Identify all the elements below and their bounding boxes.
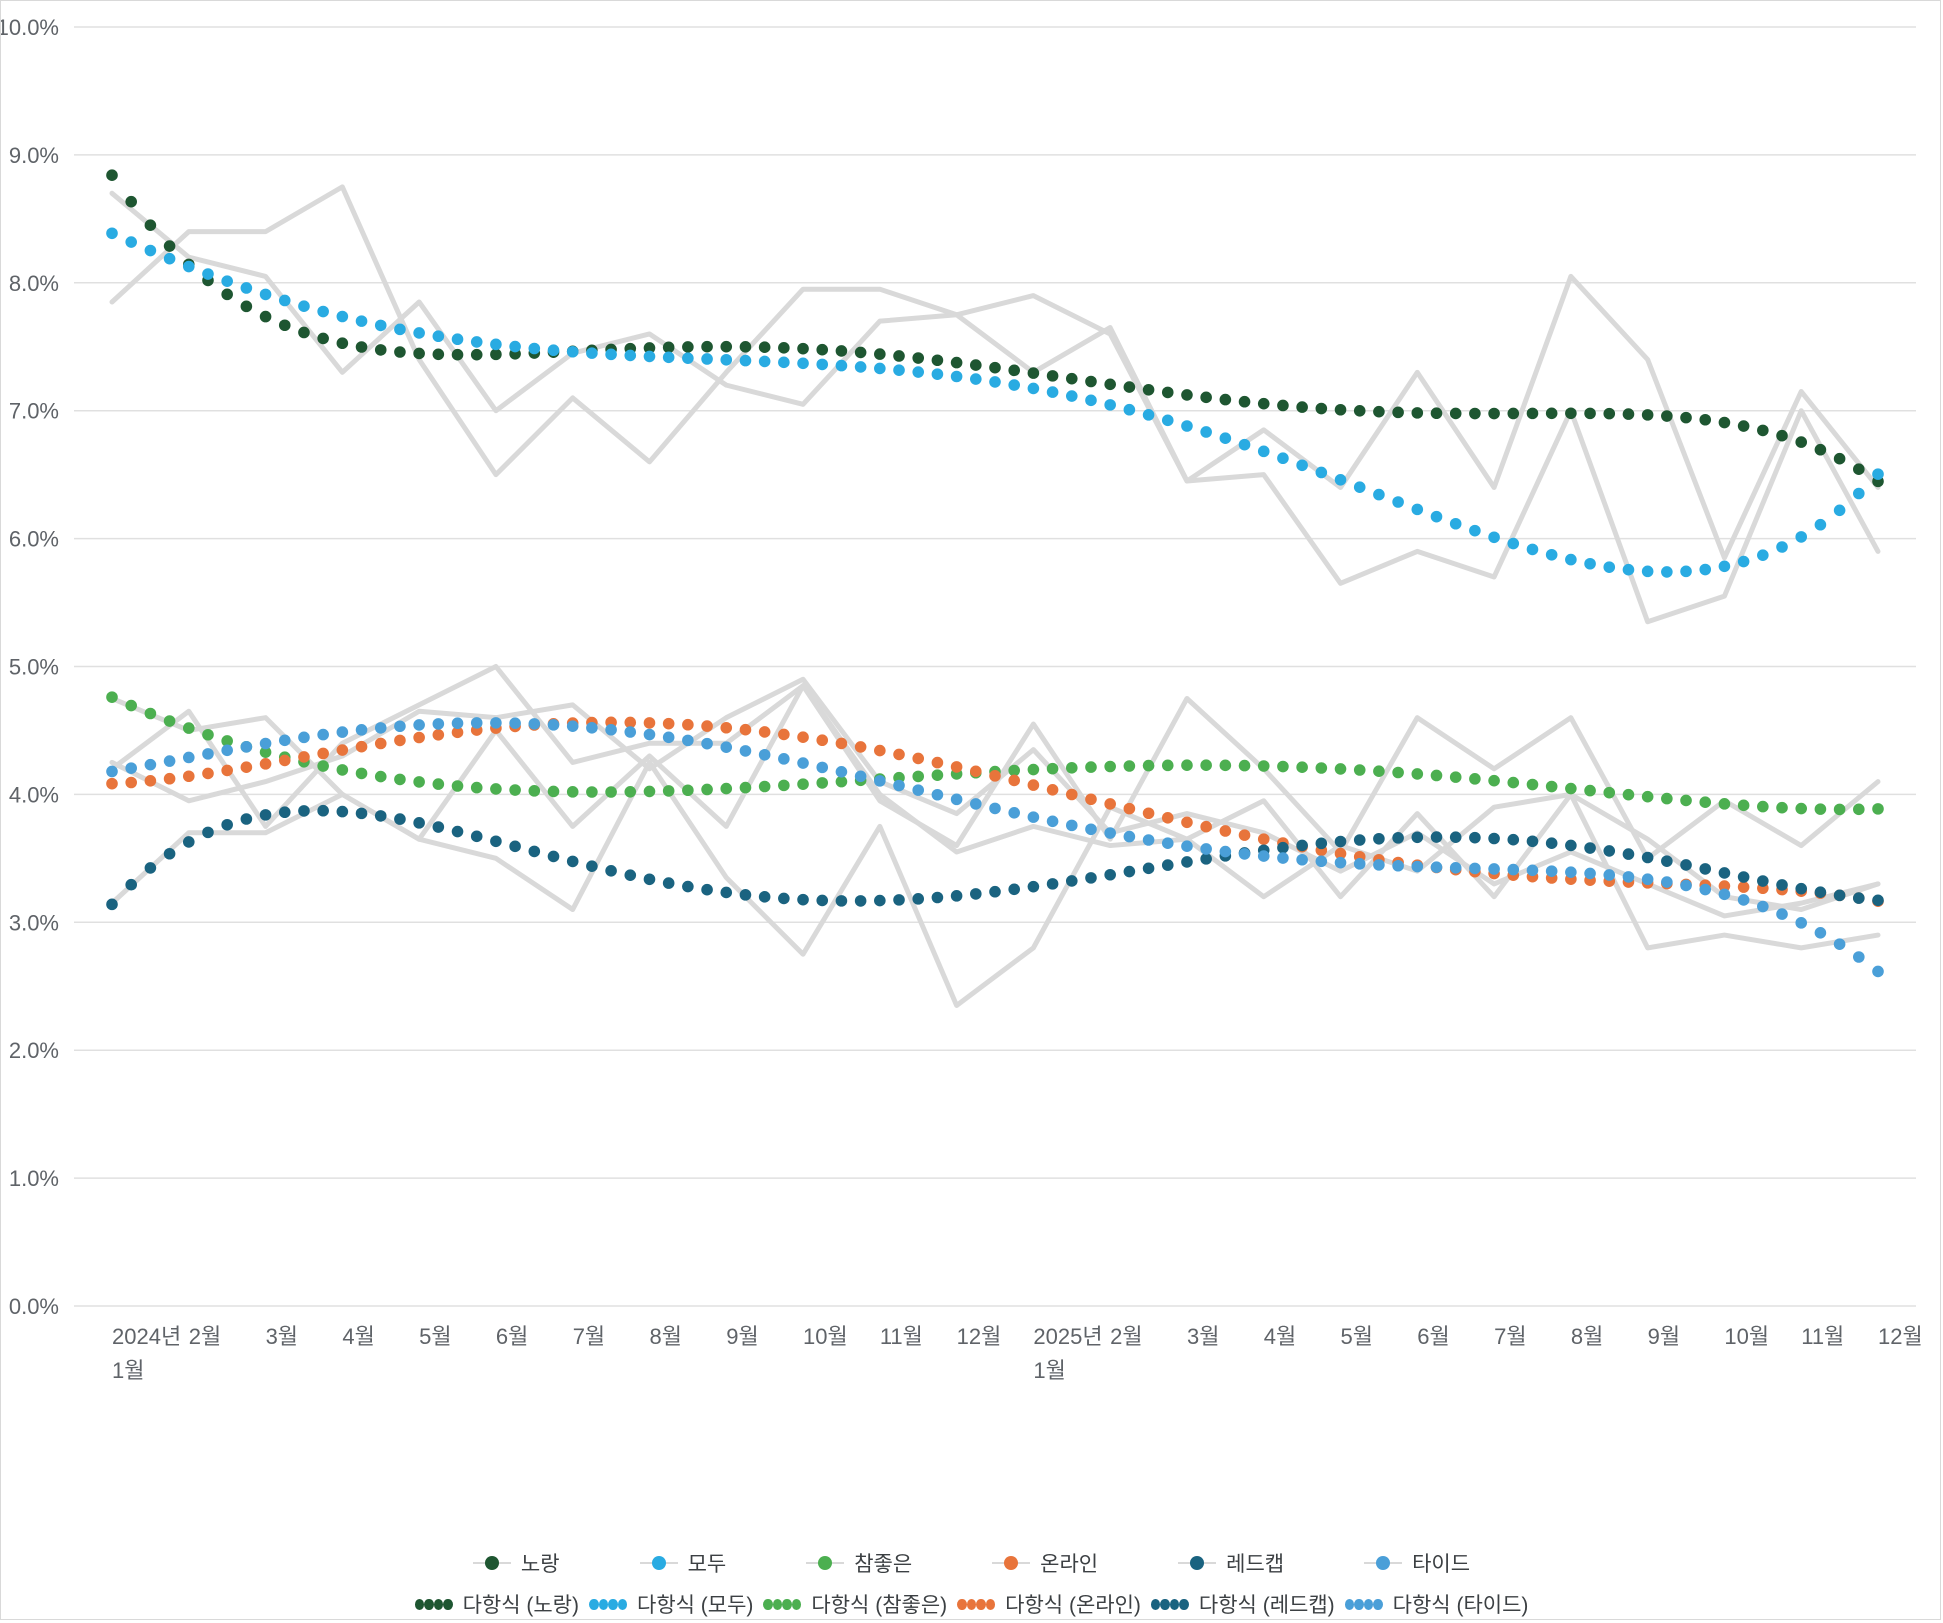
svg-text:4월: 4월 <box>1264 1324 1296 1349</box>
svg-text:2월: 2월 <box>1110 1324 1142 1349</box>
svg-text:5.0%: 5.0% <box>9 655 59 680</box>
svg-text:1월: 1월 <box>1033 1358 1065 1383</box>
svg-text:6월: 6월 <box>496 1324 528 1349</box>
svg-text:3.0%: 3.0% <box>9 910 59 935</box>
svg-text:8월: 8월 <box>649 1324 681 1349</box>
svg-text:8.0%: 8.0% <box>9 271 59 296</box>
svg-text:1월: 1월 <box>112 1358 144 1383</box>
svg-text:3월: 3월 <box>266 1324 298 1349</box>
svg-text:4.0%: 4.0% <box>9 782 59 807</box>
svg-text:9월: 9월 <box>726 1324 758 1349</box>
svg-text:6.0%: 6.0% <box>9 527 59 552</box>
svg-text:11월: 11월 <box>880 1324 923 1349</box>
svg-text:12월: 12월 <box>1878 1324 1923 1349</box>
svg-text:8월: 8월 <box>1571 1324 1603 1349</box>
svg-text:7.0%: 7.0% <box>9 399 59 424</box>
svg-text:5월: 5월 <box>419 1324 451 1349</box>
svg-text:7월: 7월 <box>1494 1324 1526 1349</box>
svg-text:2.0%: 2.0% <box>9 1038 59 1063</box>
svg-text:10.0%: 10.0% <box>1 15 59 40</box>
svg-text:0.0%: 0.0% <box>9 1294 59 1319</box>
svg-text:2025년: 2025년 <box>1033 1324 1102 1349</box>
svg-text:2024년: 2024년 <box>112 1324 181 1349</box>
svg-text:9월: 9월 <box>1648 1324 1680 1349</box>
svg-text:4월: 4월 <box>342 1324 374 1349</box>
svg-text:3월: 3월 <box>1187 1324 1219 1349</box>
svg-text:7월: 7월 <box>573 1324 605 1349</box>
svg-text:10월: 10월 <box>803 1324 848 1349</box>
svg-text:11월: 11월 <box>1801 1324 1844 1349</box>
svg-text:9.0%: 9.0% <box>9 143 59 168</box>
svg-text:12월: 12월 <box>957 1324 1002 1349</box>
svg-text:2월: 2월 <box>189 1324 221 1349</box>
svg-text:5월: 5월 <box>1341 1324 1373 1349</box>
svg-text:10월: 10월 <box>1724 1324 1769 1349</box>
svg-text:6월: 6월 <box>1417 1324 1449 1349</box>
svg-text:1.0%: 1.0% <box>9 1166 59 1191</box>
